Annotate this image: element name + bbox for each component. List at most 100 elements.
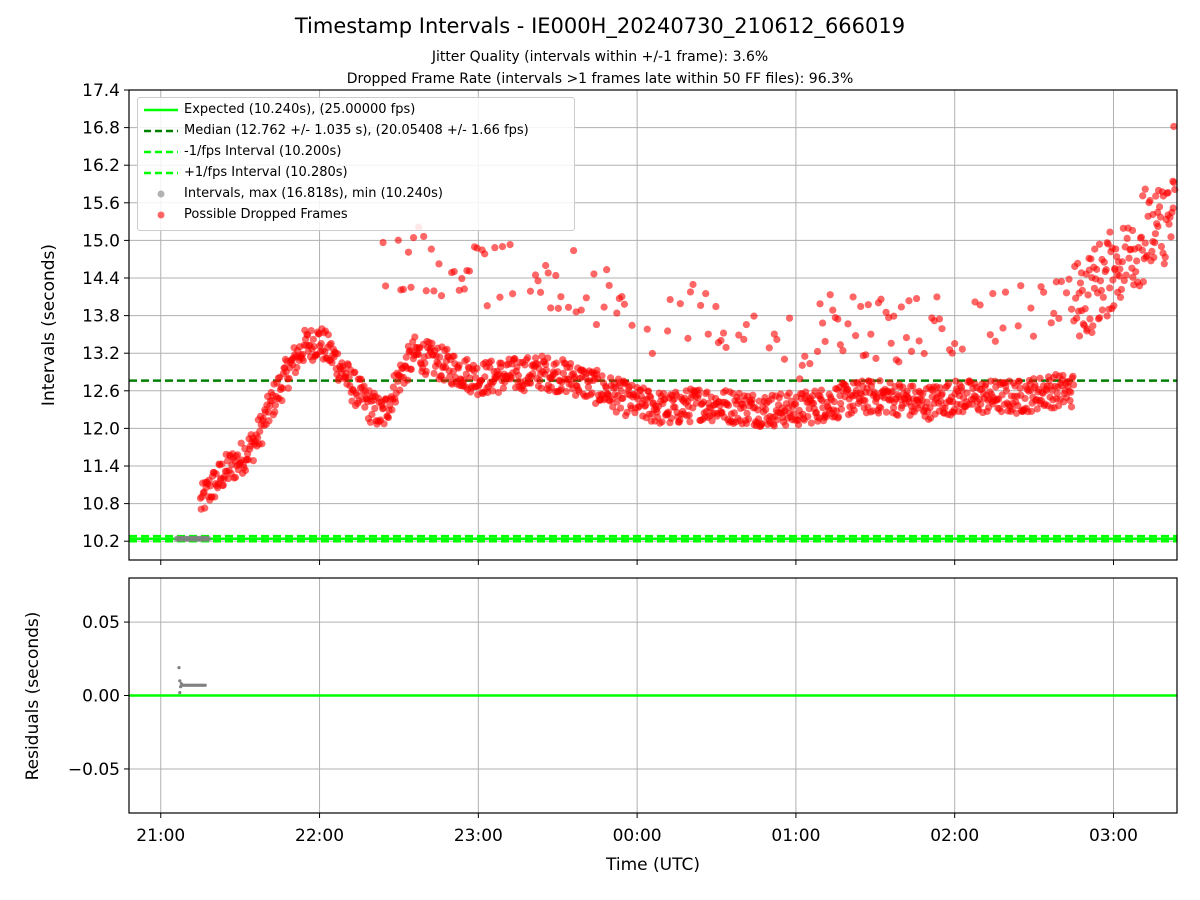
dropped-frame-point <box>1133 257 1141 265</box>
residuals-y-tick-label: −0.05 <box>68 760 120 780</box>
dropped-frame-point <box>536 376 544 385</box>
dropped-frame-point <box>798 361 806 369</box>
dropped-frame-point <box>813 347 822 356</box>
dropped-frame-point <box>895 358 903 366</box>
dropped-frame-point <box>1118 258 1126 266</box>
dropped-frame-point <box>724 401 733 409</box>
dropped-frame-point <box>817 386 825 394</box>
dropped-frame-point <box>889 404 898 412</box>
dropped-frame-point <box>619 394 627 402</box>
dropped-frame-point <box>1017 282 1025 290</box>
dropped-frame-point <box>278 396 286 405</box>
dropped-frame-point <box>388 406 396 414</box>
dropped-frame-point <box>443 345 451 353</box>
dropped-frame-point <box>1102 266 1110 274</box>
legend-minus-fps-label: -1/fps Interval (10.200s) <box>184 144 342 159</box>
dropped-frame-point <box>450 352 458 360</box>
legend-expected-swatch <box>144 108 178 112</box>
dropped-frame-point <box>744 415 753 423</box>
dropped-frame-point <box>271 408 279 416</box>
intervals-y-tick-label: 12.6 <box>82 382 120 402</box>
legend-median-label: Median (12.762 +/- 1.035 s), (20.05408 +… <box>184 123 529 138</box>
dropped-frame-point <box>430 369 438 378</box>
dropped-frame-point <box>830 398 838 406</box>
dropped-frame-point <box>607 374 615 382</box>
dropped-frame-point <box>324 331 332 339</box>
dropped-frame-point <box>937 397 945 406</box>
dropped-frame-point <box>404 376 412 384</box>
dropped-frame-point <box>299 350 307 358</box>
dropped-frame-point <box>379 404 387 412</box>
dropped-frame-point <box>1075 332 1084 340</box>
dropped-frame-point <box>1082 270 1090 278</box>
dropped-frame-point <box>852 332 860 340</box>
dropped-frame-point <box>345 373 353 381</box>
dropped-frame-point <box>1138 246 1146 254</box>
dropped-frame-point <box>498 242 507 251</box>
intervals-y-tick-label: 17.4 <box>82 81 120 101</box>
dropped-frame-point <box>1093 265 1101 273</box>
intervals-y-tick-label: 15.0 <box>82 231 120 251</box>
dropped-frame-point <box>1123 234 1131 243</box>
dropped-frame-point <box>867 330 875 338</box>
dropped-frame-point <box>1163 189 1171 197</box>
intervals-x-ticks <box>160 560 1114 565</box>
dropped-frame-point <box>590 270 598 278</box>
dropped-frame-point <box>857 302 865 311</box>
dropped-frame-point <box>796 375 804 383</box>
dropped-frame-point <box>1170 178 1178 187</box>
dropped-frame-point <box>1074 307 1083 315</box>
dropped-frame-point <box>667 414 675 422</box>
dropped-frame-point <box>219 481 227 489</box>
dropped-frame-point <box>256 427 264 436</box>
dropped-frame-point <box>628 321 636 329</box>
dropped-frame-point <box>923 398 931 406</box>
dropped-frame-point <box>391 398 400 406</box>
dropped-frame-point <box>526 379 535 387</box>
dropped-frame-point <box>816 300 824 308</box>
dropped-frame-point <box>552 271 560 280</box>
dropped-frame-point <box>422 287 430 295</box>
dropped-frame-point <box>494 388 503 397</box>
legend-item-intervals: Intervals, max (16.818s), min (10.240s) <box>138 184 574 204</box>
dropped-frame-point <box>1115 272 1124 280</box>
dropped-frame-point <box>613 398 621 406</box>
dropped-frame-point <box>785 389 793 397</box>
x-tick-label: 03:00 <box>1089 826 1138 846</box>
dropped-frame-point <box>676 300 684 308</box>
dropped-frame-point <box>722 343 730 352</box>
dropped-frame-point <box>582 294 590 302</box>
dropped-frame-point <box>422 367 430 376</box>
legend-item-median: Median (12.762 +/- 1.035 s), (20.05408 +… <box>138 121 574 141</box>
dropped-frame-point <box>1143 251 1151 260</box>
dropped-frame-point <box>542 366 550 374</box>
dropped-frame-point <box>541 360 550 369</box>
dropped-frame-point <box>420 232 428 241</box>
dropped-frame-point <box>826 291 834 299</box>
intervals-frame <box>128 89 1178 561</box>
dropped-frame-point <box>1083 325 1091 333</box>
dropped-frame-point <box>234 451 242 459</box>
dropped-frame-point <box>907 347 916 356</box>
residual-point <box>203 683 207 687</box>
dropped-frame-point <box>876 377 884 385</box>
dropped-frame-point <box>664 327 672 335</box>
dropped-frame-point <box>279 384 287 392</box>
legend-plus-fps-label: +1/fps Interval (10.280s) <box>184 165 348 180</box>
dropped-frame-point <box>1036 374 1044 382</box>
dropped-frame-point <box>411 333 419 341</box>
dropped-frame-point <box>1055 402 1063 410</box>
legend-median-swatch <box>144 129 178 133</box>
dropped-frame-point <box>782 421 790 429</box>
dropped-frame-rate-subtitle: Dropped Frame Rate (intervals >1 frames … <box>346 71 854 87</box>
x-axis-label: Time (UTC) <box>605 855 700 875</box>
dropped-frame-point <box>868 378 876 386</box>
dropped-frame-point <box>1106 284 1114 292</box>
dropped-frame-point <box>1015 377 1023 385</box>
dropped-frame-point <box>1146 196 1154 205</box>
dropped-frame-point <box>489 387 497 395</box>
dropped-frame-point <box>877 404 885 412</box>
dropped-frame-point <box>399 285 407 294</box>
dropped-frame-point <box>653 408 661 416</box>
dropped-frame-point <box>887 339 895 347</box>
